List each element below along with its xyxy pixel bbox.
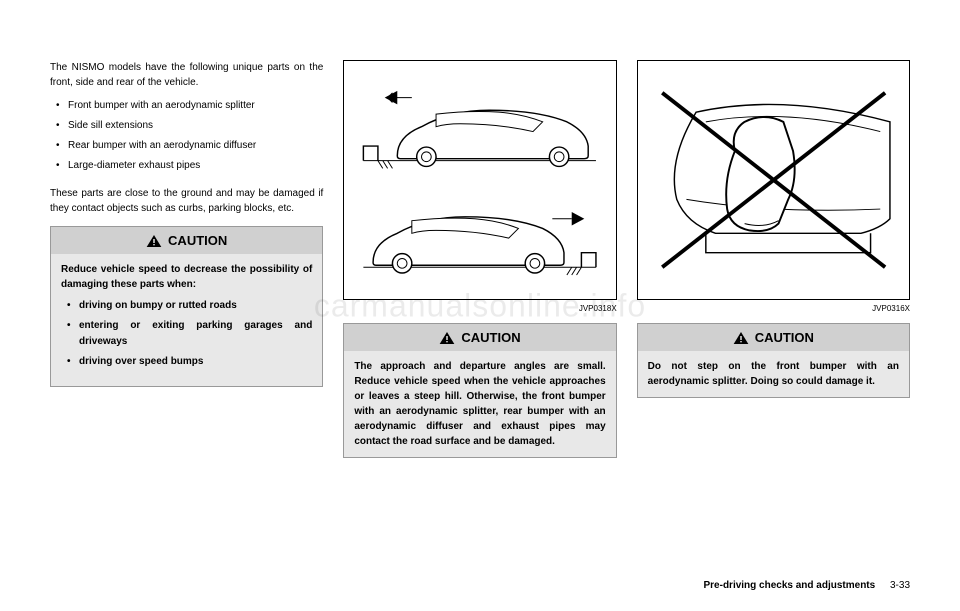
caution-title: CAUTION [168,233,227,248]
warning-icon [733,331,749,345]
list-item: driving on bumpy or rutted roads [61,298,312,314]
list-item: entering or exiting parking garages and … [61,318,312,350]
figure-approach-departure [343,60,616,300]
footer-section: Pre-driving checks and adjustments [703,580,875,591]
caution-box-3: CAUTION Do not step on the front bumper … [637,323,910,398]
caution-body: Reduce vehicle speed to decrease the pos… [51,254,322,386]
column-2: JVP0318X CAUTION The approach and depart… [343,60,616,540]
caution-body: The approach and departure angles are sm… [344,351,615,457]
caution-title: CAUTION [755,330,814,345]
car-diagram-2 [638,61,909,299]
list-item: Rear bumper with an aerodynamic diffuser [50,138,323,154]
after-paragraph: These parts are close to the ground and … [50,186,323,216]
warning-icon [146,234,162,248]
list-item: driving over speed bumps [61,354,312,370]
caution-list: driving on bumpy or rutted roads enterin… [61,298,312,370]
caution-header: CAUTION [344,324,615,351]
car-diagram-1 [344,61,615,299]
figure-do-not-step [637,60,910,300]
caution-header: CAUTION [51,227,322,254]
column-1: The NISMO models have the following uniq… [50,60,323,540]
warning-icon [439,331,455,345]
caution-body: Do not step on the front bumper with an … [638,351,909,397]
caution-box-1: CAUTION Reduce vehicle speed to decrease… [50,226,323,387]
figure-label-1: JVP0318X [343,304,616,313]
caution-lead: Reduce vehicle speed to decrease the pos… [61,262,312,292]
parts-list: Front bumper with an aerodynamic splitte… [50,98,323,178]
list-item: Front bumper with an aerodynamic splitte… [50,98,323,114]
figure-label-2: JVP0316X [637,304,910,313]
caution-title: CAUTION [461,330,520,345]
caution-header: CAUTION [638,324,909,351]
intro-paragraph: The NISMO models have the following uniq… [50,60,323,90]
list-item: Side sill extensions [50,118,323,134]
column-3: JVP0316X CAUTION Do not step on the fron… [637,60,910,540]
caution-box-2: CAUTION The approach and departure angle… [343,323,616,458]
footer-page-number: 3-33 [890,580,910,591]
list-item: Large-diameter exhaust pipes [50,158,323,174]
page-footer: Pre-driving checks and adjustments 3-33 [703,580,910,591]
